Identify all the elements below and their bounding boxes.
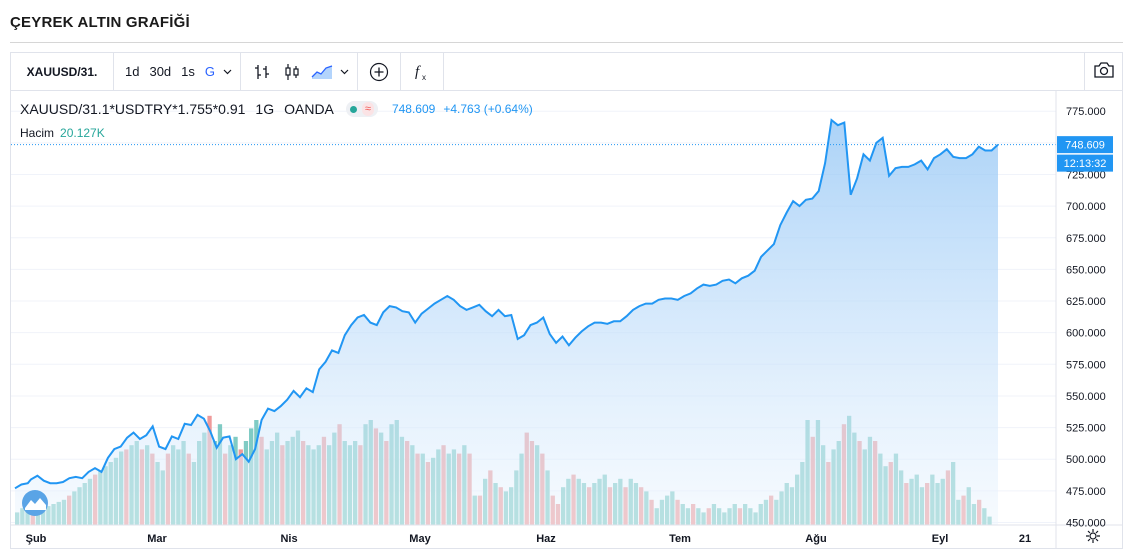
price-tick-label: 475.000 (1066, 486, 1106, 498)
wave-icon: ≈ (361, 102, 374, 116)
price-tick-label: 600.000 (1066, 328, 1106, 340)
svg-text:x: x (422, 73, 426, 82)
price-chart[interactable]: 450.000 475.000 500.000 525.000 550.000 575.0… (11, 91, 1122, 548)
interval-group: 1d 30d 1s G (114, 52, 242, 91)
price-tick-label: 625.000 (1066, 296, 1106, 308)
chart-widget: XAUUSD/31. 1d 30d 1s G (10, 52, 1123, 549)
market-status-pill[interactable]: ≈ (345, 101, 378, 117)
screenshot-button[interactable] (1084, 53, 1122, 91)
interval-1d-button[interactable]: 1d (125, 64, 140, 79)
price-tick-label: 725.000 (1066, 170, 1106, 182)
legend-change: +4.763 (+0.64%) (443, 102, 533, 116)
last-price-tag: 748.609 (1057, 136, 1113, 154)
title-divider (10, 42, 1123, 43)
volume-value: 20.127K (60, 126, 105, 140)
countdown-tag: 12:13:32 (1057, 154, 1113, 172)
price-area (15, 120, 998, 525)
price-tick-label: 525.000 (1066, 423, 1106, 435)
time-tick-label: Ağu (805, 533, 826, 545)
interval-g-button[interactable]: G (204, 64, 216, 79)
interval-30d-button[interactable]: 30d (149, 64, 172, 79)
camera-icon (1093, 61, 1115, 84)
candlestick-icon[interactable] (277, 53, 307, 91)
price-tick-label: 775.000 (1066, 106, 1106, 118)
page-title: ÇEYREK ALTIN GRAFİĞİ (10, 14, 190, 31)
price-tick-label: 500.000 (1066, 454, 1106, 466)
time-tick-label: 21 (1019, 533, 1031, 545)
symbol-search-button[interactable]: XAUUSD/31. (11, 52, 114, 91)
legend-symbol: XAUUSD/31.1*USDTRY*1.755*0.91 (20, 101, 246, 117)
time-tick-label: May (409, 533, 431, 545)
legend-interval: 1G (255, 101, 275, 117)
time-tick-label: Eyl (932, 533, 949, 545)
legend-last-value: 748.609 (391, 102, 436, 116)
price-tick-label: 450.000 (1066, 517, 1106, 529)
time-tick-label: Şub (26, 533, 47, 545)
time-tick-label: Tem (669, 533, 691, 545)
indicator-group (358, 52, 402, 91)
settings-gear-icon[interactable] (1086, 529, 1100, 543)
time-tick-label: Haz (536, 533, 556, 545)
svg-text:f: f (415, 64, 421, 80)
price-tick-label: 700.000 (1066, 201, 1106, 213)
legend-source: OANDA (284, 101, 334, 117)
time-tick-label: Nis (280, 533, 297, 545)
countdown-tag-text: 12:13:32 (1064, 158, 1107, 170)
watermark-logo (22, 490, 48, 516)
series-legend: XAUUSD/31.1*USDTRY*1.755*0.91 1G OANDA ≈… (20, 101, 533, 117)
chevron-down-icon[interactable] (220, 53, 234, 91)
price-tick-label: 575.000 (1066, 359, 1106, 371)
chevron-down-icon[interactable] (337, 53, 351, 91)
price-tick-label: 675.000 (1066, 233, 1106, 245)
price-tick-label: 650.000 (1066, 264, 1106, 276)
bar-chart-icon[interactable] (247, 53, 277, 91)
price-line (14, 118, 999, 490)
volume-legend: Hacim 20.127K (20, 126, 105, 140)
add-indicator-icon[interactable] (364, 53, 394, 91)
price-tick-label: 550.000 (1066, 391, 1106, 403)
last-price-tag-text: 748.609 (1065, 140, 1105, 152)
time-axis[interactable]: Şub Mar Nis May Haz Tem Ağu Eyl 21 (26, 533, 1032, 545)
time-tick-label: Mar (147, 533, 167, 545)
chart-toolbar: XAUUSD/31. 1d 30d 1s G (11, 52, 1122, 91)
market-open-dot-icon (349, 105, 357, 113)
interval-1s-button[interactable]: 1s (181, 64, 195, 79)
volume-label: Hacim (20, 126, 55, 140)
chart-style-group (241, 52, 359, 91)
area-chart-icon[interactable] (307, 53, 337, 91)
